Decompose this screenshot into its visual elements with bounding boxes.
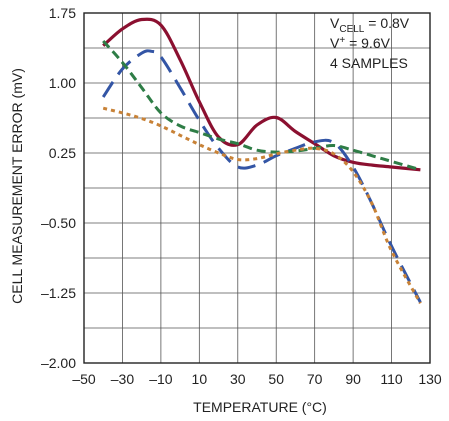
series-line-2 [101,49,422,303]
series-line-1 [102,17,421,172]
series-line-4 [102,106,422,305]
x-tick-label: 110 [380,371,403,387]
y-tick-label: –1.25 [41,285,76,301]
annotation-vcell: VCELL = 0.8V [330,15,410,35]
tick-labels: –50 –30 –10 10 30 50 70 90 110 130 –2.00 –1.25 –0.50… [41,5,442,387]
y-tick-label: –0.50 [41,215,76,231]
x-tick-label: 130 [418,371,442,387]
x-tick-label: 70 [307,371,323,387]
annotation-samples: 4 SAMPLES [330,55,408,71]
y-axis-title: CELL MEASUREMENT ERROR (mV) [9,68,25,304]
x-tick-label: 90 [345,371,361,387]
y-tick-label: –2.00 [41,355,76,371]
series-group [101,17,422,305]
x-tick-label: 50 [268,371,284,387]
annotation-vplus: V+ = 9.6V [330,35,391,51]
y-tick-label: 1.75 [49,5,76,21]
plot-frame [83,12,431,364]
series-line-3 [102,40,421,172]
x-tick-label: –50 [72,371,96,387]
y-tick-label: 1.00 [49,75,76,91]
x-tick-label: –30 [111,371,135,387]
annotation: VCELL = 0.8V V+ = 9.6V 4 SAMPLES [330,15,410,71]
x-tick-label: 10 [192,371,208,387]
x-tick-label: 30 [230,371,246,387]
x-axis-title: TEMPERATURE (°C) [193,399,327,415]
x-tick-label: –10 [149,371,173,387]
y-tick-label: 0.25 [49,145,76,161]
